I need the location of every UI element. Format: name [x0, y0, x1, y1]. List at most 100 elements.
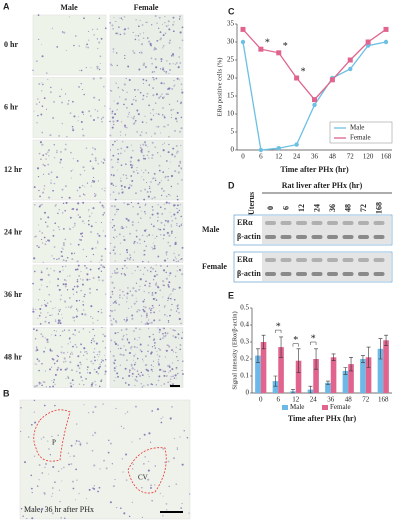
nucleus: [157, 361, 160, 363]
nucleus: [36, 485, 39, 487]
nucleus: [139, 269, 142, 272]
nucleus: [116, 211, 118, 213]
nucleus: [95, 342, 98, 345]
nucleus: [150, 309, 152, 312]
nucleus: [120, 164, 123, 167]
nucleus: [173, 204, 176, 207]
nucleus: [83, 404, 85, 406]
nucleus: [80, 69, 83, 72]
nucleus: [137, 113, 140, 116]
nucleus: [126, 257, 129, 260]
nucleus: [44, 243, 47, 246]
nucleus: [59, 322, 62, 325]
nucleus: [145, 122, 147, 124]
nucleus: [30, 423, 33, 426]
nucleus: [170, 117, 172, 119]
lane-label: 24: [312, 204, 321, 212]
nucleus: [99, 468, 101, 470]
nucleus: [51, 350, 53, 352]
nucleus: [88, 209, 90, 211]
nucleus: [101, 358, 103, 361]
nucleus: [78, 275, 80, 277]
nucleus: [38, 205, 41, 208]
nucleus: [180, 224, 183, 226]
nucleus: [92, 434, 94, 437]
bar: [295, 360, 302, 393]
nucleus: [89, 371, 92, 374]
x-tick-label: 48: [329, 153, 337, 161]
nucleus: [64, 143, 67, 146]
nucleus: [99, 77, 102, 80]
nucleus: [91, 247, 94, 250]
nucleus: [102, 333, 104, 336]
band: [311, 272, 323, 276]
nucleus: [166, 254, 168, 256]
nucleus: [117, 161, 119, 163]
nucleus: [52, 466, 55, 469]
nucleus: [110, 222, 112, 224]
nucleus: [56, 149, 58, 152]
nucleus: [70, 463, 73, 465]
bar: [272, 381, 279, 393]
nucleus: [172, 54, 175, 57]
nucleus: [167, 460, 170, 463]
nucleus: [120, 177, 122, 179]
nucleus: [176, 448, 178, 450]
nucleus: [58, 134, 61, 137]
nucleus: [104, 105, 106, 107]
nucleus: [169, 314, 171, 317]
nucleus: [138, 68, 141, 71]
nucleus: [150, 484, 153, 487]
nucleus: [113, 100, 115, 102]
nucleus: [139, 19, 141, 22]
nucleus: [91, 28, 94, 31]
nucleus: [164, 305, 166, 307]
nucleus: [36, 384, 39, 387]
nucleus: [129, 347, 132, 349]
nucleus: [148, 40, 151, 43]
nucleus: [115, 407, 117, 409]
nucleus: [157, 113, 160, 115]
nucleus: [134, 38, 137, 41]
nucleus: [153, 173, 156, 175]
nucleus: [125, 301, 128, 303]
nucleus: [89, 278, 91, 281]
nucleus: [138, 39, 140, 41]
error-bar: [308, 385, 313, 394]
nucleus: [65, 377, 67, 380]
nucleus: [147, 344, 150, 347]
nucleus: [162, 107, 164, 109]
nucleus: [72, 480, 74, 483]
nucleus: [170, 161, 172, 163]
nucleus: [176, 151, 178, 154]
nucleus: [119, 33, 122, 36]
nucleus: [172, 23, 175, 26]
nucleus: [100, 118, 103, 120]
nucleus: [154, 342, 156, 344]
nucleus: [47, 151, 49, 154]
nucleus: [86, 352, 89, 355]
nucleus: [62, 227, 65, 230]
band: [265, 221, 276, 225]
nucleus: [142, 143, 145, 146]
nucleus: [135, 229, 138, 232]
nucleus: [98, 350, 101, 353]
nucleus: [162, 495, 164, 497]
nucleus: [59, 95, 61, 98]
nucleus: [90, 339, 93, 342]
band: [342, 258, 354, 262]
nucleus: [144, 188, 147, 191]
point: [347, 57, 353, 63]
nucleus: [153, 196, 156, 199]
nucleus: [139, 375, 141, 377]
nucleus: [171, 289, 174, 292]
nucleus: [122, 191, 124, 193]
x-tick-label: 72: [347, 153, 355, 161]
nucleus: [70, 177, 72, 179]
nucleus: [114, 479, 116, 481]
nucleus: [186, 436, 189, 439]
nucleus: [63, 357, 66, 360]
nucleus: [39, 322, 42, 325]
nucleus: [161, 369, 163, 371]
nucleus: [170, 232, 173, 234]
